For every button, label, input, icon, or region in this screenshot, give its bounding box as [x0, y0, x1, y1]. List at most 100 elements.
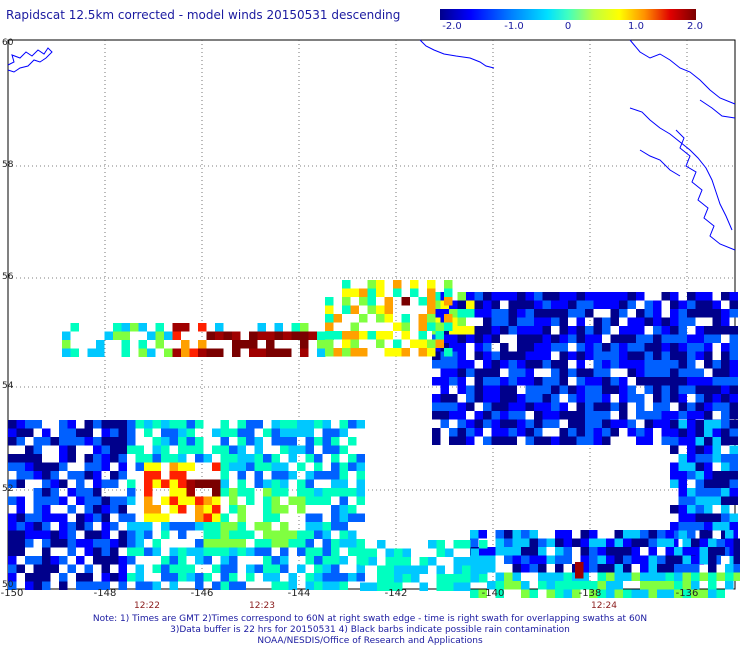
wind-cell — [640, 530, 649, 539]
wind-cell — [348, 539, 357, 548]
wind-cell — [529, 538, 538, 547]
wind-cell — [687, 368, 696, 377]
wind-cell — [59, 445, 68, 454]
wind-cell — [356, 496, 365, 505]
wind-cell — [42, 462, 51, 471]
lat-label: 52 — [2, 484, 14, 494]
wind-cell — [113, 323, 122, 332]
wind-cell — [76, 437, 85, 446]
wind-cell — [84, 454, 93, 463]
wind-cell — [449, 368, 458, 377]
wind-difference-cells — [8, 280, 740, 598]
wind-cell — [521, 564, 530, 573]
wind-cell — [436, 548, 445, 557]
wind-cell — [462, 540, 471, 549]
wind-cell — [246, 488, 255, 497]
wind-cell — [687, 360, 696, 369]
wind-cell — [110, 437, 119, 446]
wind-cell — [198, 323, 207, 332]
wind-cell — [118, 556, 127, 565]
wind-cell — [376, 339, 385, 348]
wind-cell — [263, 530, 272, 539]
wind-cell — [508, 402, 517, 411]
footnotes: Note: 1) Times are GMT 2)Times correspon… — [0, 614, 740, 647]
wind-cell — [144, 522, 153, 531]
wind-cell — [232, 331, 241, 340]
wind-cell — [597, 538, 606, 547]
wind-cell — [271, 437, 280, 446]
wind-cell — [483, 411, 492, 420]
wind-cell — [721, 360, 730, 369]
wind-cell — [118, 539, 127, 548]
wind-cell — [350, 288, 359, 297]
wind-cell — [704, 479, 713, 488]
wind-cell — [525, 394, 534, 403]
wind-cell — [644, 351, 653, 360]
wind-cell — [257, 323, 266, 332]
wind-cell — [322, 547, 331, 556]
wind-cell — [593, 428, 602, 437]
wind-cell — [491, 326, 500, 335]
swath-time-label: 12:24 — [591, 601, 617, 611]
wind-cell — [568, 428, 577, 437]
colorbar-tick: 0 — [564, 21, 572, 32]
wind-cell — [525, 343, 534, 352]
wind-cell — [500, 292, 509, 301]
wind-cell — [721, 479, 730, 488]
wind-cell — [712, 513, 721, 522]
wind-cell — [593, 436, 602, 445]
wind-cell — [254, 547, 263, 556]
wind-cell — [542, 360, 551, 369]
wind-cell — [305, 454, 314, 463]
wind-cell — [487, 547, 496, 556]
wind-cell — [127, 513, 136, 522]
wind-cell — [712, 496, 721, 505]
wind-cell — [678, 488, 687, 497]
wind-cell — [42, 539, 51, 548]
wind-cell — [33, 488, 42, 497]
wind-cell — [232, 340, 241, 349]
wind-cell — [729, 420, 738, 429]
wind-cell — [653, 351, 662, 360]
wind-cell — [206, 331, 215, 340]
wind-cell — [670, 309, 679, 318]
wind-cell — [725, 538, 734, 547]
wind-cell — [263, 564, 272, 573]
wind-cell — [220, 454, 229, 463]
wind-cell — [593, 326, 602, 335]
wind-cell — [449, 351, 458, 360]
wind-cell — [322, 581, 331, 590]
wind-cell — [521, 530, 530, 539]
wind-cell — [470, 589, 479, 598]
wind-cell — [297, 445, 306, 454]
wind-cell — [172, 348, 181, 357]
wind-cell — [178, 564, 187, 573]
wind-cell — [495, 538, 504, 547]
wind-cell — [411, 574, 420, 583]
wind-cell — [470, 548, 479, 557]
wind-cell — [84, 522, 93, 531]
wind-cell — [169, 573, 178, 582]
wind-cell — [186, 547, 195, 556]
wind-cell — [59, 437, 68, 446]
wind-cell — [127, 420, 136, 429]
wind-cell — [195, 437, 204, 446]
wind-cell — [670, 326, 679, 335]
wind-cell — [495, 581, 504, 590]
wind-cell — [474, 334, 483, 343]
wind-cell — [212, 530, 221, 539]
wind-cell — [257, 331, 266, 340]
wind-cell — [687, 437, 696, 446]
wind-cell — [127, 479, 136, 488]
wind-cell — [508, 428, 517, 437]
wind-cell — [127, 573, 136, 582]
wind-cell — [376, 280, 385, 289]
wind-cell — [305, 513, 314, 522]
wind-cell — [101, 445, 110, 454]
wind-cell — [687, 317, 696, 326]
wind-cell — [555, 589, 564, 598]
wind-cell — [25, 454, 34, 463]
wind-cell — [178, 522, 187, 531]
wind-cell — [491, 419, 500, 428]
wind-cell — [418, 348, 427, 357]
